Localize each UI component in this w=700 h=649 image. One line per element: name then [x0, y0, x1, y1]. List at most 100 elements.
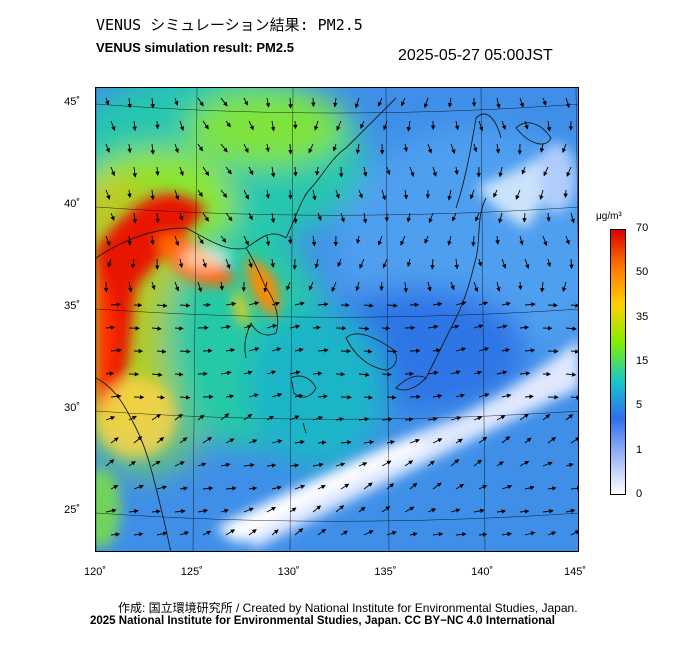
wind-arrow — [294, 393, 304, 399]
wind-arrow — [174, 413, 183, 421]
wind-arrow — [105, 371, 115, 376]
wind-arrow — [220, 235, 227, 243]
wind-arrow — [360, 120, 365, 129]
wind-arrow — [386, 483, 395, 490]
wind-arrow — [248, 347, 260, 352]
wind-arrow — [473, 416, 483, 421]
wind-arrow — [312, 189, 317, 201]
wind-arrow — [570, 530, 578, 536]
wind-arrow — [565, 462, 574, 468]
wind-arrow — [128, 415, 137, 421]
wind-arrow — [225, 529, 236, 536]
wind-arrow — [337, 258, 342, 268]
wind-arrow — [478, 347, 490, 352]
wind-arrow — [542, 97, 547, 106]
wind-arrow — [358, 326, 370, 331]
wind-arrow — [455, 483, 465, 490]
wind-arrow — [473, 370, 483, 376]
wind-arrow — [220, 370, 232, 376]
wind-arrow — [469, 189, 475, 200]
wind-arrow — [363, 349, 373, 354]
wind-arrow — [524, 437, 532, 444]
wind-arrow — [202, 120, 209, 130]
wind-arrow — [522, 212, 527, 223]
wind-arrow — [156, 349, 167, 354]
wind-arrow — [447, 189, 452, 201]
wind-arrow — [498, 212, 503, 224]
wind-arrow — [427, 460, 435, 467]
wind-arrow — [286, 281, 291, 291]
wind-arrow — [271, 301, 280, 307]
wind-arrow — [110, 485, 119, 490]
wind-arrow — [225, 120, 231, 128]
colorbar-tick-label: 5 — [636, 399, 643, 412]
wind-arrow — [386, 303, 398, 308]
wind-arrow — [225, 486, 237, 491]
wind-arrow — [132, 120, 137, 132]
wind-arrow — [406, 120, 412, 132]
wind-arrow — [519, 460, 530, 467]
wind-arrow — [202, 486, 214, 491]
lon-label: 125˚ — [180, 566, 203, 578]
wind-arrow — [403, 143, 408, 153]
wind-arrow — [427, 143, 433, 154]
wind-arrow — [454, 258, 459, 270]
wind-arrow — [110, 302, 122, 307]
wind-arrow — [202, 437, 213, 444]
wind-arrow — [546, 212, 551, 222]
wind-arrow — [151, 326, 162, 331]
wind-arrow — [271, 393, 283, 398]
wind-arrow — [174, 143, 179, 154]
colorbar-tick-label: 15 — [636, 355, 649, 367]
graticule — [96, 88, 578, 551]
wind-arrow — [427, 324, 439, 330]
colorbar-tick-label: 1 — [636, 443, 643, 456]
wind-arrow — [519, 371, 531, 376]
wind-arrow — [381, 189, 387, 201]
lat-label: 35˚ — [64, 300, 80, 312]
wind-arrow — [539, 143, 545, 153]
wind-arrow — [197, 189, 203, 198]
wind-arrow — [358, 189, 363, 199]
wind-arrow — [496, 461, 504, 467]
wind-arrow — [289, 324, 301, 329]
wind-arrow — [105, 459, 115, 467]
wind-arrow — [519, 413, 529, 421]
wind-arrow — [312, 371, 323, 376]
wind-arrow — [381, 326, 391, 331]
wind-arrow — [455, 532, 467, 537]
wind-arrow — [524, 348, 536, 353]
wind-arrow — [501, 301, 511, 307]
wind-arrow — [539, 189, 544, 200]
wind-arrow — [174, 372, 184, 377]
wind-arrow — [498, 166, 503, 178]
wind-arrow — [150, 189, 155, 201]
wind-arrow — [358, 462, 368, 467]
wind-arrow — [496, 324, 508, 329]
wind-arrow — [294, 528, 304, 536]
wind-arrow — [519, 235, 524, 246]
wind-arrow — [312, 505, 322, 513]
wind-arrow — [356, 235, 361, 244]
wind-arrow — [563, 189, 568, 199]
wind-arrow — [288, 97, 293, 109]
wind-arrow — [248, 212, 253, 221]
wind-arrow — [151, 372, 163, 377]
wind-arrow — [524, 531, 536, 536]
wind-arrow — [562, 281, 567, 292]
wind-arrow — [133, 484, 144, 490]
wind-arrow — [248, 258, 253, 269]
wind-arrow — [473, 281, 479, 293]
wind-arrow — [455, 301, 467, 306]
lon-label: 145˚ — [563, 566, 587, 578]
wind-arrow — [473, 143, 478, 153]
wind-arrow — [542, 235, 548, 247]
wind-arrow — [174, 281, 180, 292]
wind-arrow — [128, 460, 136, 467]
wind-arrow — [455, 347, 467, 352]
wind-arrow — [432, 348, 441, 353]
wind-arrow — [202, 212, 209, 222]
wind-arrow — [293, 166, 298, 177]
wind-arrow — [197, 235, 204, 245]
wind-arrow — [478, 301, 489, 306]
